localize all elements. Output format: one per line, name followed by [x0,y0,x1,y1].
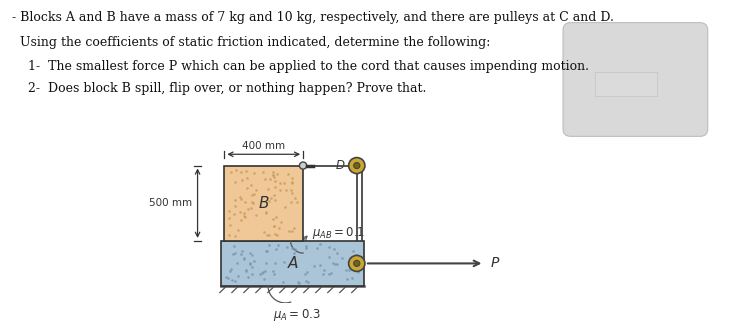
Text: $\mu_{AB}=0.1$: $\mu_{AB}=0.1$ [312,225,365,241]
Text: A: A [287,256,298,271]
Circle shape [349,157,365,174]
Text: B: B [259,196,269,211]
Text: P: P [491,256,500,270]
Bar [224,166,303,241]
Bar [220,241,364,286]
Text: C: C [337,257,345,270]
FancyBboxPatch shape [563,23,708,137]
Text: 400 mm: 400 mm [242,140,285,150]
Circle shape [354,260,360,266]
Text: - Blocks A and B have a mass of 7 kg and 10 kg, respectively, and there are pull: - Blocks A and B have a mass of 7 kg and… [13,11,614,24]
Circle shape [349,255,365,271]
Text: Using the coefficients of static friction indicated, determine the following:: Using the coefficients of static frictio… [13,36,490,49]
Text: 2-  Does block B spill, flip over, or nothing happen? Prove that.: 2- Does block B spill, flip over, or not… [13,82,427,95]
Circle shape [299,162,307,169]
Circle shape [354,163,360,169]
Bar [595,72,657,96]
Text: 1-  The smallest force P which can be applied to the cord that causes impending : 1- The smallest force P which can be app… [13,60,590,73]
Text: 500 mm: 500 mm [148,198,192,208]
Text: D: D [336,159,345,172]
Text: $\mu_A = 0.3$: $\mu_A = 0.3$ [274,307,321,322]
